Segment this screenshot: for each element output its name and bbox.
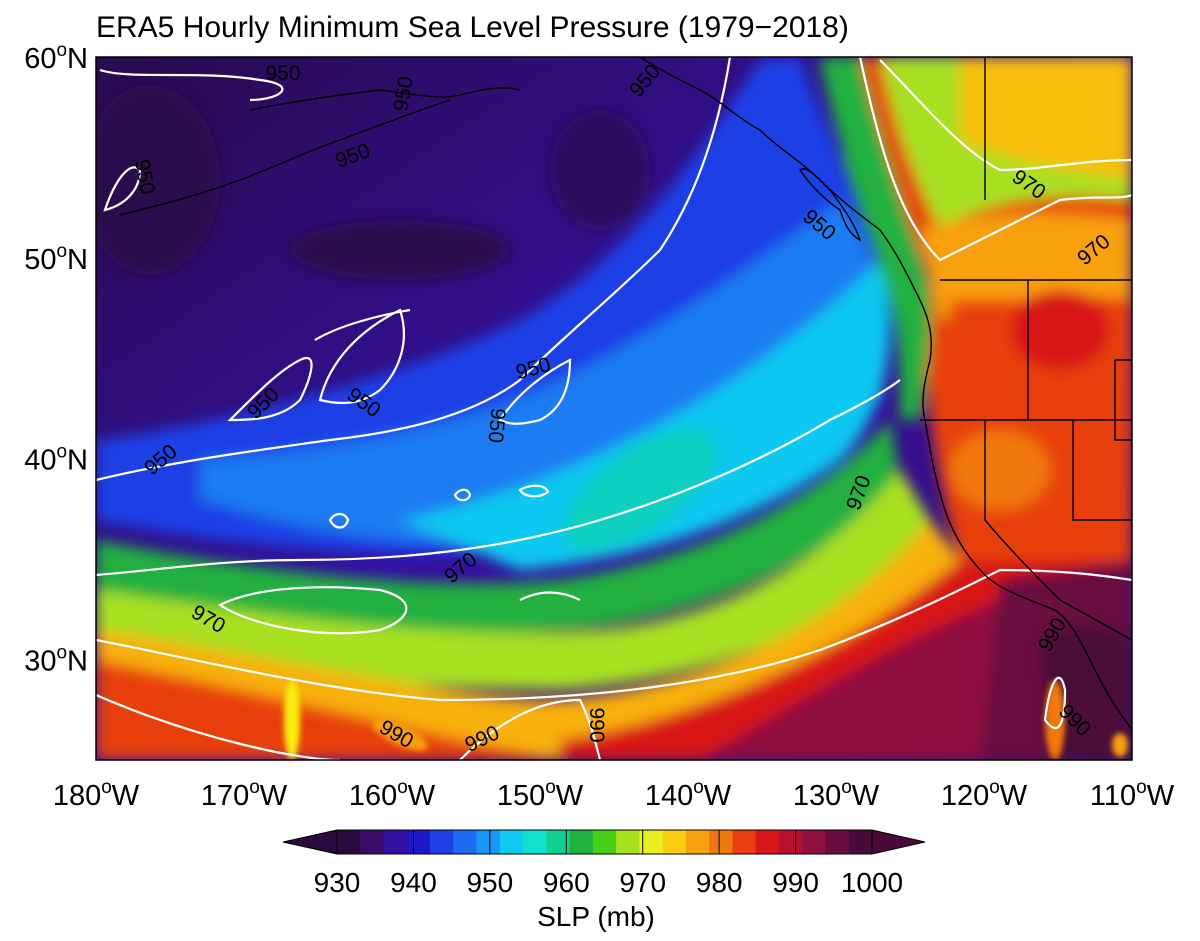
colorbar-swatch [360, 830, 385, 854]
colorbar-tick-label: 930 [314, 867, 361, 898]
colorbar-swatch [778, 830, 803, 854]
lon-tick-label: 140oW [645, 777, 732, 812]
colorbar-tick-label: 960 [543, 867, 590, 898]
longitude-axis: 180oW 170oW 160oW 150oW 140oW 130oW 120oW 110oW [53, 777, 1175, 812]
lon-tick-label: 120oW [941, 777, 1028, 812]
colorbar-swatch [639, 830, 664, 854]
colorbar: 930 940 950 960 970 980 990 1000 [282, 829, 926, 898]
colorbar-swatch [755, 830, 780, 854]
latitude-axis: 60oN 50oN 40oN 30oN [24, 40, 88, 678]
colorbar-swatch [337, 830, 361, 854]
lon-tick-label: 160oW [349, 777, 436, 812]
colorbar-swatch [406, 830, 431, 854]
colorbar-tick-label: 980 [696, 867, 743, 898]
colorbar-swatch [616, 830, 640, 854]
colorbar-swatch [523, 830, 547, 854]
lon-tick-label: 170oW [201, 777, 288, 812]
lat-tick-label: 40oN [24, 442, 88, 477]
colorbar-tick-label: 1000 [841, 867, 903, 898]
figure-title: ERA5 Hourly Minimum Sea Level Pressure (… [96, 11, 849, 44]
colorbar-swatch [825, 830, 850, 854]
slp-field [96, 57, 1132, 760]
colorbar-tick-label: 990 [772, 867, 819, 898]
colorbar-swatch [685, 830, 710, 854]
colorbar-swatch [592, 830, 617, 854]
contour-lines [96, 57, 1132, 760]
colorbar-low-arrow [282, 829, 338, 855]
colorbar-swatch [499, 830, 524, 854]
coastline-borders [119, 57, 1132, 731]
colorbar-swatch [546, 830, 571, 854]
map-frame [95, 56, 1133, 761]
colorbar-swatch [383, 830, 408, 854]
lon-tick-label: 180oW [53, 777, 140, 812]
colorbar-swatch [848, 830, 873, 854]
colorbar-swatch [709, 830, 734, 854]
colorbar-high-arrow [871, 829, 926, 855]
colorbar-swatch [430, 830, 454, 854]
colorbar-swatch [569, 830, 594, 854]
colorbar-swatch [476, 830, 501, 854]
colorbar-swatch [732, 830, 757, 854]
colorbar-tick-label: 940 [390, 867, 437, 898]
colorbar-swatch [802, 830, 827, 854]
contour-label: 950 [483, 407, 509, 444]
contour-label: 950 [265, 62, 300, 85]
colorbar-swatch [662, 830, 687, 854]
contour-label: 990 [585, 707, 608, 742]
lon-tick-label: 130oW [793, 777, 880, 812]
colorbar-tick-label: 970 [619, 867, 666, 898]
lon-tick-label: 150oW [497, 777, 584, 812]
colorbar-tick-label: 950 [466, 867, 513, 898]
lat-tick-label: 60oN [24, 40, 88, 75]
lat-tick-label: 30oN [24, 643, 88, 678]
lat-tick-label: 50oN [24, 241, 88, 276]
lon-tick-label: 110oW [1090, 777, 1175, 812]
colorbar-swatch [453, 830, 478, 854]
colorbar-label: SLP (mb) [537, 901, 655, 932]
